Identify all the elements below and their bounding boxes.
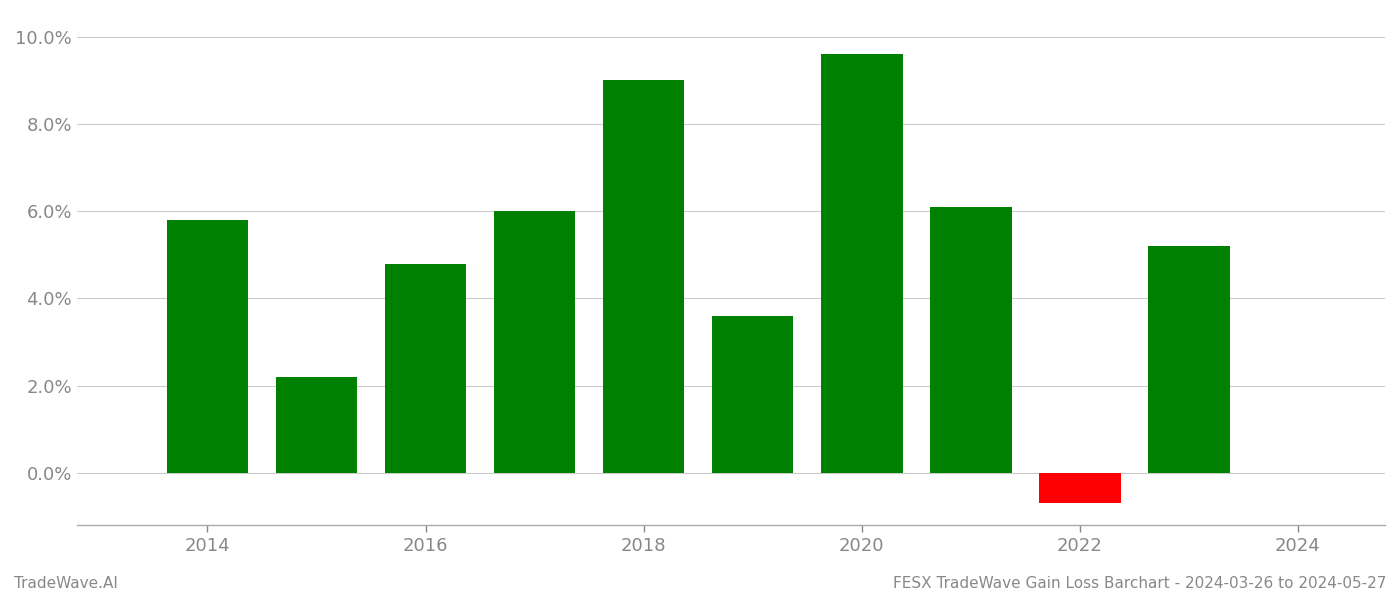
Bar bbox=[276, 377, 357, 473]
Bar bbox=[930, 207, 1012, 473]
Bar bbox=[711, 316, 794, 473]
Bar bbox=[820, 54, 903, 473]
Bar bbox=[602, 80, 685, 473]
Bar bbox=[494, 211, 575, 473]
Text: FESX TradeWave Gain Loss Barchart - 2024-03-26 to 2024-05-27: FESX TradeWave Gain Loss Barchart - 2024… bbox=[893, 576, 1386, 591]
Bar bbox=[1148, 246, 1229, 473]
Text: TradeWave.AI: TradeWave.AI bbox=[14, 576, 118, 591]
Bar bbox=[1039, 473, 1120, 503]
Bar bbox=[167, 220, 248, 473]
Bar bbox=[385, 263, 466, 473]
